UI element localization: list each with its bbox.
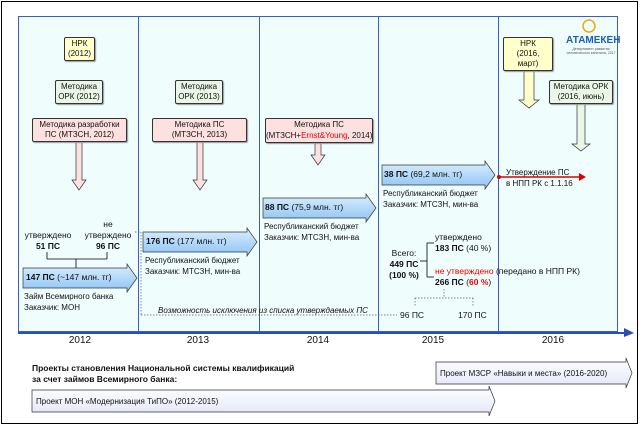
down-arrow [71,138,87,191]
label-2014: 88 ПС (75,9 млн. тг) [265,202,344,212]
box-line: Методика ОРК [553,82,609,91]
split-connectors [46,242,434,278]
dotted-connectors [135,231,474,316]
box-line: НРК [520,39,536,48]
funding-arrow-2013 [142,226,258,258]
divider [259,16,260,332]
down-arrow [192,138,208,191]
box-ork-2016: Методика ОРК (2016, июнь) [549,80,613,104]
box-nrk-2012: НРК (2012) [64,37,95,61]
label-2012: 147 ПС (~147 млн. тг) [26,272,112,282]
box-line: (2016, июнь) [557,92,605,101]
divider [498,16,499,332]
year-2015: 2015 [421,335,445,346]
project-mzsr: Проект МЗСР «Навыки и места» (2016-2020) [440,369,608,378]
funding-arrow-2014 [262,192,377,224]
box-ork-2012: Методика ОРК (2012) [55,80,103,104]
box-line: Методика [60,82,98,91]
box-line: Методика ПС [294,120,344,129]
divider [138,16,139,332]
total: Всего: 449 ПС (100 %) [389,248,419,280]
box-ps-2013: Методика ПС (МТЗСН, 2013) [152,118,247,142]
notapproved-2012: не утверждено 96 ПС [84,219,132,251]
year-2012: 2012 [68,335,92,346]
project-arrow-mon [31,385,496,417]
box-line: (МТЗСН, 2013) [171,130,228,139]
box-nrk-2016: НРК (2016, март) [503,37,553,71]
box-line: Методика ПС [174,120,225,129]
divider [378,16,379,332]
box-line: ОРК (2013) [178,92,220,101]
approved-2012: утверждено 51 ПС [24,230,72,251]
funding-2014: Республиканский бюджет Заказчик: МТСЗН, м… [264,222,360,242]
split-96: 96 ПС [400,310,425,320]
split-170: 170 ПС [458,310,487,320]
project-mon: Проект МОН «Модернизация ТиПО» (2012-201… [36,397,219,406]
exclusion-note: Возможность исключения из списка утвержд… [158,306,368,315]
npp-line-arrowhead [579,173,586,181]
notapproved-total: не утверждено (передано в НПП РК) 266 ПС … [435,266,580,287]
npp-line-start [497,175,501,179]
box-line: ПС (МТЗСН, 2012) [44,130,115,139]
funding-arrow-2015 [381,159,496,191]
box-line: Методика [180,82,218,91]
funding-2012: Займ Всемирного банка Заказчик: МОН [24,292,114,312]
box-line: НРК [71,39,88,48]
bottom-title: Проекты становления Национальной системы… [32,363,295,384]
logo-text: АТАМЕКЕН [566,35,621,46]
box-text: , 2014) [347,131,373,140]
approved-total: утверждено 183 ПС (40 %) [435,232,492,253]
year-2013: 2013 [186,335,210,346]
year-2014: 2014 [306,335,330,346]
label-2015: 38 ПС (69,2 млн. тг) [384,169,463,179]
year-2016: 2016 [541,335,565,346]
box-line: (2012) [67,49,92,58]
funding-arrow-2012 [22,262,138,294]
box-text-highlight: Ernst&Young [301,131,348,140]
box-line: ОРК (2012) [58,92,100,101]
box-line: (2016, март) [516,49,540,68]
box-ps-2012: Методика разработки ПС (МТЗСН, 2012) [32,118,127,142]
funding-2015: Республиканский бюджет Заказчик: МТСЗН, м… [383,189,479,209]
label-2013: 176 ПС (177 млн. тг) [146,236,227,246]
box-text: (МТЗСН+ [266,131,302,140]
logo-caption: Департамент развития человеческого капит… [566,47,616,55]
npp-note: Утверждение ПС в НПП РК с 1.1.16 [506,168,573,188]
box-line: Методика разработки [39,120,120,129]
project-arrow-mzsr [435,357,633,389]
funding-2013: Республиканский бюджет Заказчик: МТСЗН, м… [145,256,241,276]
box-ps-2014: Методика ПС (МТЗСН+Ernst&Young, 2014) [265,118,373,143]
down-arrow [570,99,592,152]
box-ork-2013: Методика ОРК (2013) [175,80,223,104]
time-axis-arrowhead [624,328,634,337]
atameken-logo-icon [582,19,596,33]
